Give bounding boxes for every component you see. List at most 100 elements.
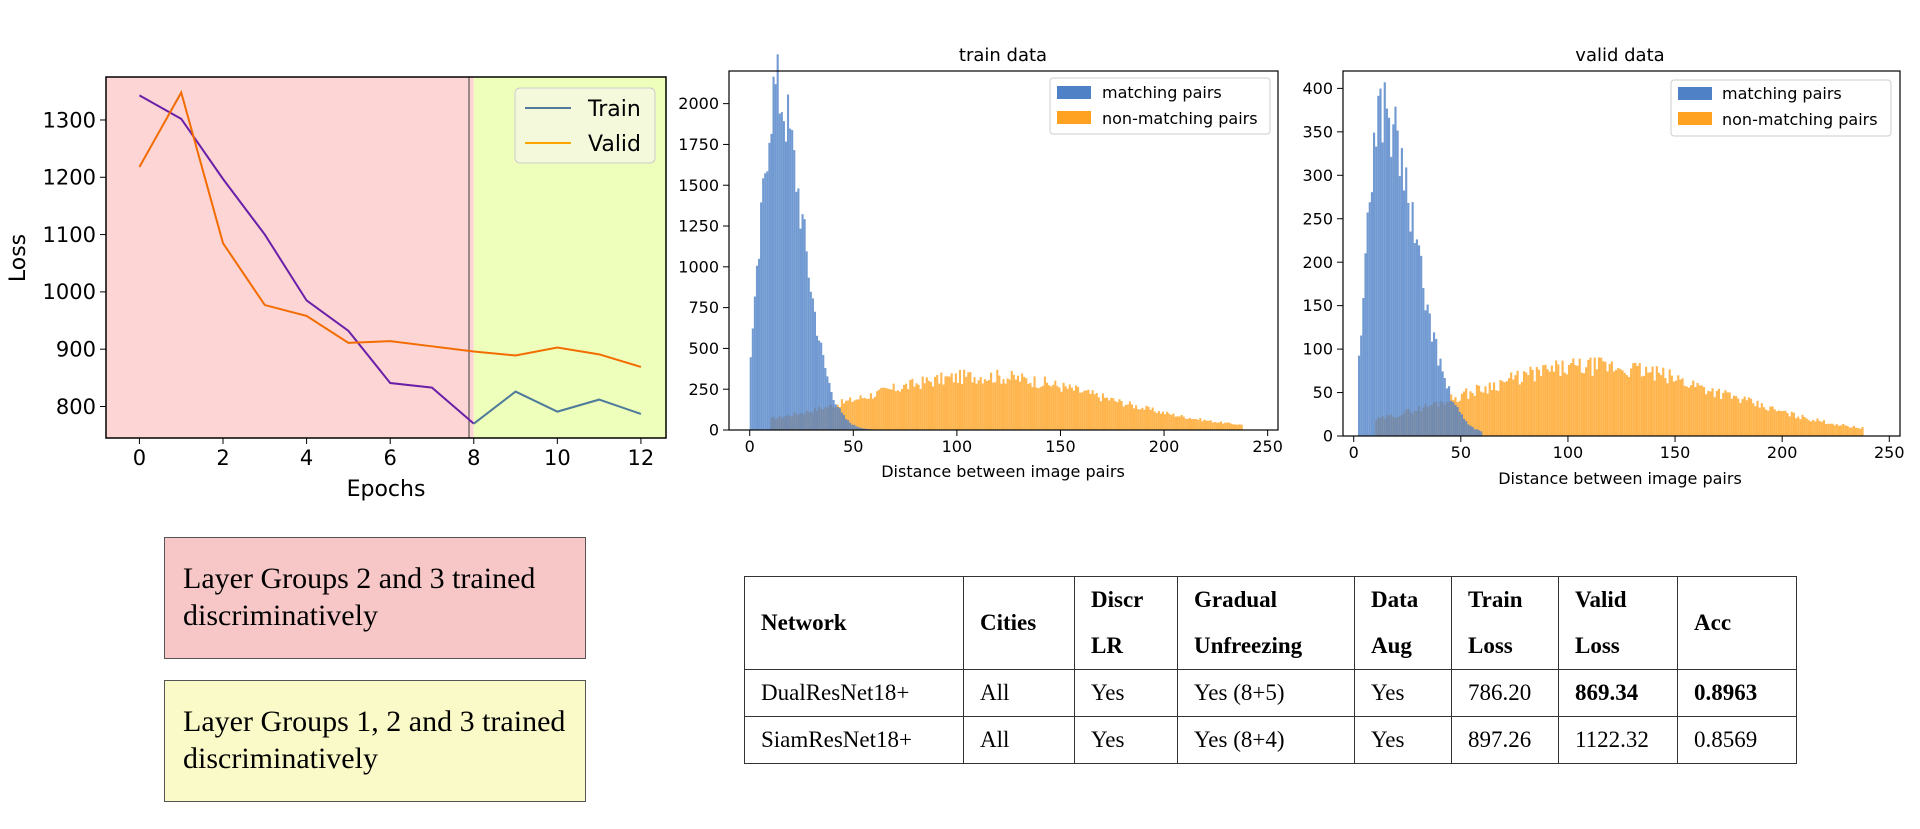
hist-bar-non-matching-pairs (1533, 381, 1536, 436)
hist-bar-non-matching-pairs (1093, 394, 1096, 430)
hist-bar-non-matching-pairs (1807, 420, 1811, 436)
y-tick-label: 400 (1302, 79, 1333, 98)
valid-legend-nonmatching-label: non-matching pairs (1722, 110, 1878, 129)
table-row: DualResNet18+ All Yes Yes (8+5) Yes 786.… (744, 669, 1797, 717)
hist-bar-matching-pairs (826, 376, 829, 430)
header-train-loss: Train Loss (1451, 576, 1559, 670)
loss-axes-frame (105, 76, 667, 439)
hist-bar-non-matching-pairs (1201, 421, 1204, 430)
hist-bar-non-matching-pairs (1668, 369, 1671, 436)
hist-bar-non-matching-pairs (890, 389, 893, 430)
hist-bar-non-matching-pairs (1570, 363, 1573, 436)
hist-bar-non-matching-pairs (1741, 399, 1744, 436)
hist-bar-matching-pairs (793, 150, 796, 430)
hist-bar-matching-pairs (1462, 418, 1466, 436)
hist-bar-matching-pairs (795, 191, 798, 430)
hist-bar-matching-pairs (1445, 388, 1448, 436)
hist-bar-non-matching-pairs (1548, 371, 1551, 436)
hist-bar-matching-pairs (766, 171, 769, 430)
y-tick-label: 800 (56, 395, 96, 419)
hist-bar-non-matching-pairs (1773, 409, 1776, 436)
hist-bar-non-matching-pairs (994, 382, 997, 430)
hist-bar-non-matching-pairs (1514, 375, 1517, 436)
hist-bar-non-matching-pairs (1835, 424, 1838, 436)
hist-bar-non-matching-pairs (1465, 388, 1468, 436)
hist-bar-non-matching-pairs (952, 382, 955, 430)
hist-bar-non-matching-pairs (1141, 407, 1144, 430)
hist-bar-matching-pairs (1409, 231, 1412, 436)
hist-bar-non-matching-pairs (1471, 393, 1474, 436)
hist-bar-matching-pairs (778, 113, 781, 431)
hist-bar-matching-pairs (811, 298, 814, 430)
hist-bar-non-matching-pairs (1124, 404, 1127, 430)
hist-bar-non-matching-pairs (1550, 365, 1553, 436)
hist-bar-non-matching-pairs (969, 372, 972, 430)
hist-bar-matching-pairs (797, 188, 800, 430)
hist-bar-non-matching-pairs (938, 383, 941, 430)
hist-bar-non-matching-pairs (961, 383, 964, 430)
hist-bar-non-matching-pairs (1818, 421, 1821, 436)
hist-bar-non-matching-pairs (981, 383, 984, 430)
header-data-aug: Data Aug (1354, 576, 1452, 670)
hist-bar-non-matching-pairs (911, 378, 914, 430)
hist-bar-matching-pairs (751, 328, 754, 430)
hist-bar-non-matching-pairs (1578, 358, 1581, 436)
hist-bar-non-matching-pairs (1803, 416, 1806, 436)
valid-hist-xlabel: Distance between image pairs (1498, 469, 1742, 488)
hist-bar-non-matching-pairs (1153, 411, 1156, 430)
hist-bar-matching-pairs (1452, 402, 1455, 436)
hist-bar-non-matching-pairs (1114, 401, 1117, 430)
x-tick-label: 50 (1451, 443, 1471, 462)
hist-bar-matching-pairs (857, 427, 860, 430)
hist-bar-non-matching-pairs (1627, 376, 1631, 436)
hist-bar-matching-pairs (828, 382, 831, 430)
hist-bar-matching-pairs (1426, 304, 1429, 436)
hist-bar-non-matching-pairs (1814, 421, 1817, 436)
hist-bar-non-matching-pairs (851, 402, 854, 430)
hist-bar-non-matching-pairs (1722, 392, 1725, 436)
hist-bar-non-matching-pairs (1732, 395, 1736, 436)
hist-bar-non-matching-pairs (1166, 411, 1169, 430)
hist-bar-non-matching-pairs (1638, 363, 1641, 436)
hist-bar-matching-pairs (1432, 332, 1436, 436)
hist-bar-non-matching-pairs (1852, 425, 1856, 436)
hist-bar-non-matching-pairs (861, 398, 864, 430)
hist-bar-non-matching-pairs (857, 399, 860, 430)
hist-bar-non-matching-pairs (847, 400, 850, 430)
hist-bar-non-matching-pairs (1019, 381, 1022, 430)
header-acc: Acc (1677, 576, 1797, 670)
hist-bar-non-matching-pairs (1012, 374, 1015, 430)
hist-bar-non-matching-pairs (1072, 390, 1075, 430)
hist-bar-matching-pairs (1379, 88, 1382, 436)
hist-bar-non-matching-pairs (1505, 381, 1508, 436)
hist-bar-non-matching-pairs (940, 372, 943, 430)
hist-bar-non-matching-pairs (1612, 371, 1616, 436)
hist-bar-non-matching-pairs (1480, 391, 1483, 436)
loss-legend: Train Valid (514, 87, 656, 164)
hist-bar-matching-pairs (838, 408, 841, 430)
hist-bar-non-matching-pairs (950, 373, 953, 430)
y-tick-label: 0 (1323, 427, 1333, 446)
y-tick-label: 350 (1302, 122, 1333, 141)
hist-bar-non-matching-pairs (1822, 420, 1826, 436)
hist-bar-non-matching-pairs (936, 375, 939, 430)
hist-bar-non-matching-pairs (1186, 418, 1189, 430)
hist-bar-non-matching-pairs (1035, 387, 1038, 430)
hist-bar-non-matching-pairs (1582, 373, 1586, 436)
hist-bar-matching-pairs (842, 415, 846, 430)
hist-bar-non-matching-pairs (965, 376, 968, 430)
hist-bar-non-matching-pairs (998, 375, 1001, 430)
hist-bar-non-matching-pairs (1711, 388, 1714, 436)
hist-bar-non-matching-pairs (1846, 425, 1849, 436)
hist-bar-non-matching-pairs (1681, 378, 1684, 436)
train-hist-axes-frame (728, 70, 1279, 431)
hist-bar-non-matching-pairs (1507, 378, 1511, 436)
hist-bar-non-matching-pairs (1006, 378, 1009, 430)
hist-bar-non-matching-pairs (923, 383, 926, 430)
hist-bar-non-matching-pairs (1786, 413, 1789, 436)
y-tick-label: 200 (1302, 253, 1333, 272)
valid-histogram: valid data 0 50 100 150 200 250 0 50 100 150 200 2… (1302, 45, 1904, 488)
hist-bar-non-matching-pairs (1469, 391, 1472, 436)
hist-bar-non-matching-pairs (1754, 406, 1757, 436)
y-tick-label: 1000 (43, 280, 96, 304)
